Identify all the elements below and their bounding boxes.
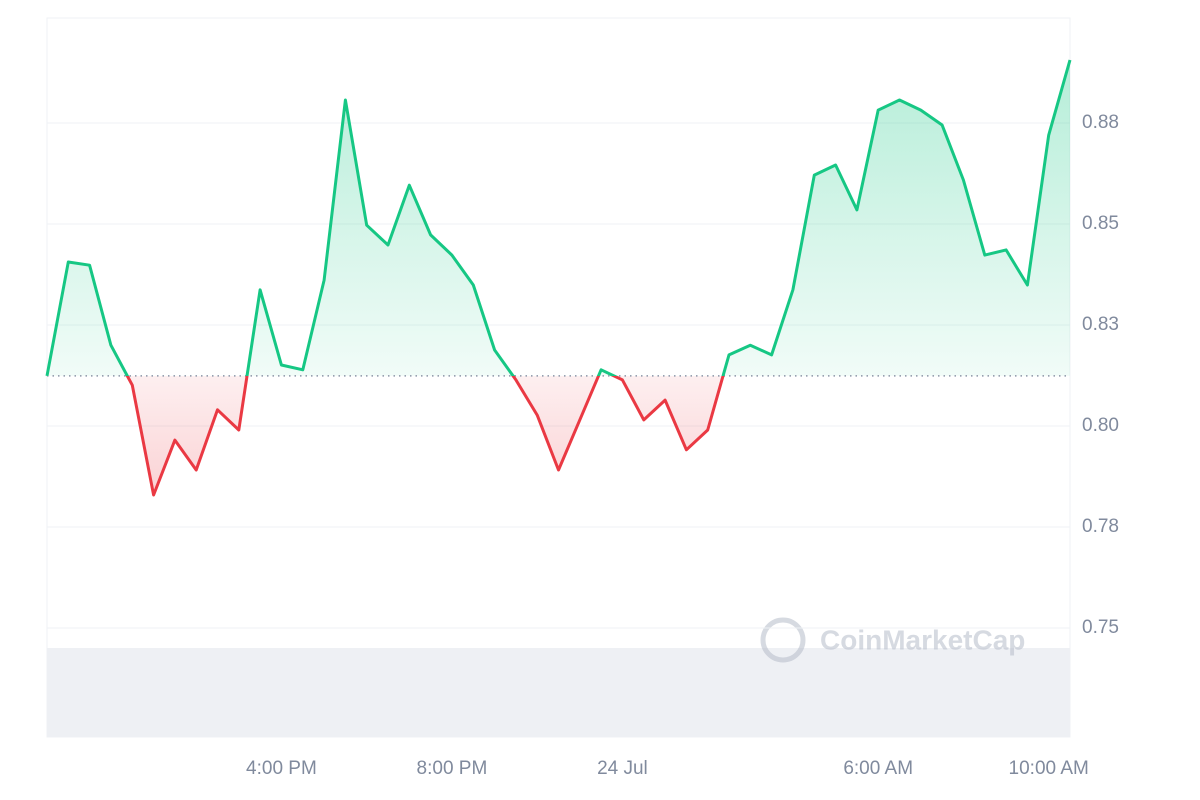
x-tick-label: 24 Jul [597,758,648,779]
y-tick-label: 0.78 [1082,516,1119,537]
price-line [45,59,1072,497]
x-tick-label: 6:00 AM [843,758,913,779]
x-tick-label: 10:00 AM [1009,758,1089,779]
x-tick-label: 4:00 PM [246,758,317,779]
plot: 0.75 0.78 0.80 0.83 0.85 0.88 4:00 PM 8:00 PM 24… [45,59,1119,779]
y-tick-label: 0.80 [1082,415,1119,436]
x-tick-label: 8:00 PM [417,758,488,779]
watermark-logo [760,617,806,663]
y-tick-label: 0.75 [1082,617,1119,638]
y-tick-label: 0.85 [1082,213,1119,234]
watermark: CoinMarketCap [760,617,1025,663]
watermark-text: CoinMarketCap [820,624,1025,655]
y-tick-label: 0.83 [1082,314,1119,335]
volume-band [47,648,1070,737]
y-tick-label: 0.88 [1082,112,1119,133]
area [47,60,1070,495]
